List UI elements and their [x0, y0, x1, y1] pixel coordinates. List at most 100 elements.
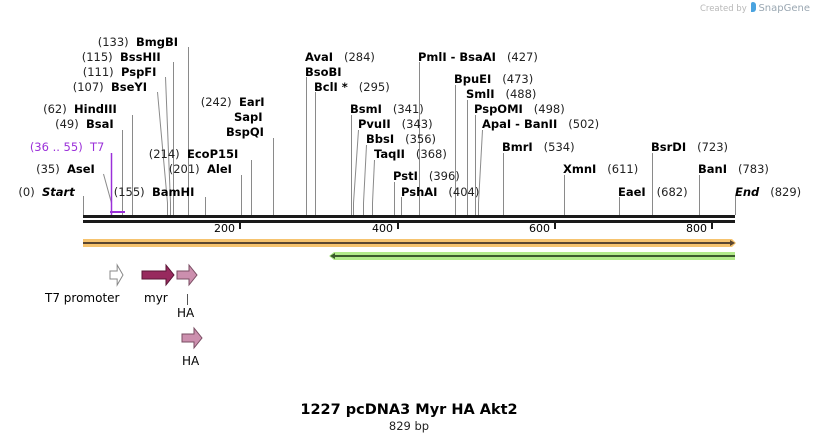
site-position: (611): [607, 162, 639, 176]
site-line: [372, 159, 375, 215]
site-name: End: [735, 185, 760, 199]
axis-tick-label: 200: [214, 222, 235, 235]
site-position: (115): [81, 50, 113, 64]
site-name: BsrDI: [651, 140, 687, 154]
feature-label: HA: [177, 306, 195, 320]
site-name: PshAI: [401, 185, 438, 199]
site-label-start[interactable]: (0) Start: [18, 185, 74, 199]
site-position: (368): [415, 147, 447, 161]
axis-tick: [711, 223, 713, 229]
site-position: (682): [656, 185, 688, 199]
site-position: (396): [428, 169, 460, 183]
site-name: BspQI: [226, 125, 264, 139]
site-position: (427): [506, 50, 538, 64]
site-label-pvuii[interactable]: PvuII (343): [358, 117, 433, 131]
site-name: PspOMI: [474, 102, 523, 116]
site-name: BpuEI: [454, 72, 492, 86]
site-name: HindIII: [74, 102, 117, 116]
site-label-bseyi[interactable]: (107) BseYI: [73, 80, 147, 94]
orange-orf-arrowhead-icon: [730, 240, 735, 246]
site-position: (242): [200, 95, 232, 109]
feature-label: myr: [144, 291, 168, 305]
site-name: BsoBI: [305, 65, 342, 79]
site-name: EcoP15I: [187, 147, 239, 161]
site-label-bani[interactable]: BanI (783): [698, 162, 769, 176]
site-name: BssHII: [120, 50, 161, 64]
axis-tick-label: 600: [529, 222, 550, 235]
site-position: (49): [55, 117, 79, 131]
site-line: [478, 129, 483, 215]
site-label-bspqi[interactable]: BspQI: [226, 125, 264, 139]
site-position: (534): [543, 140, 575, 154]
site-label-bcli-[interactable]: BclI * (295): [314, 80, 390, 94]
site-label-smli[interactable]: SmlI (488): [466, 87, 536, 101]
site-label-pshai[interactable]: PshAI (404): [401, 185, 479, 199]
site-label-eari[interactable]: (242) EarI: [201, 95, 265, 109]
site-position: (295): [358, 80, 390, 94]
site-name: ApaI - BanII: [482, 117, 558, 131]
snapgene-credit: Created by SnapGene: [700, 2, 810, 14]
site-line: [157, 91, 168, 215]
site-name: EarI: [239, 95, 265, 109]
site-position: (107): [72, 80, 104, 94]
site-label-bsobi[interactable]: BsoBI: [305, 65, 342, 79]
sequence-backbone-bottom: [83, 220, 735, 223]
site-label-bmgbi[interactable]: (133) BmgBI: [98, 35, 178, 49]
site-label-taqii[interactable]: TaqII (368): [374, 147, 447, 161]
site-label-end[interactable]: End (829): [735, 185, 801, 199]
site-name: EaeI: [618, 185, 646, 199]
site-position: (155): [113, 185, 145, 199]
green-orf-arrowhead-icon: [330, 253, 335, 259]
site-label-bmri[interactable]: BmrI (534): [502, 140, 575, 154]
site-label-avai[interactable]: AvaI (284): [305, 50, 375, 64]
site-label-hindiii[interactable]: (62) HindIII: [43, 102, 117, 116]
feature-arrow-ha-icon: [181, 326, 203, 350]
map-title: 1227 pcDNA3 Myr HA Akt2: [300, 402, 518, 418]
site-label-bsai[interactable]: (49) BsaI: [55, 117, 114, 131]
site-name: AseI: [67, 162, 95, 176]
axis-tick-label: 800: [686, 222, 707, 235]
site-position: (341): [392, 102, 424, 116]
snapgene-logo-icon: [751, 2, 757, 12]
site-line: [103, 173, 112, 215]
site-label-pspomi[interactable]: PspOMI (498): [474, 102, 565, 116]
site-label-bamhi[interactable]: (155) BamHI: [114, 185, 195, 199]
sequence-length: 829 bp: [388, 419, 430, 433]
site-label-apai-banii[interactable]: ApaI - BanII (502): [482, 117, 599, 131]
site-label-xmni[interactable]: XmnI (611): [563, 162, 638, 176]
site-name: BsmI: [350, 102, 382, 116]
site-name: BanI: [698, 162, 727, 176]
site-name: PspFI: [121, 65, 157, 79]
site-label-bpuei[interactable]: BpuEI (473): [454, 72, 533, 86]
site-label-alei[interactable]: (201) AleI: [169, 162, 232, 176]
site-label-psti[interactable]: PstI (396): [393, 169, 460, 183]
site-name: BsaI: [86, 117, 114, 131]
axis-tick-label: 400: [372, 222, 393, 235]
site-label-bsmi[interactable]: BsmI (341): [350, 102, 424, 116]
feature-arrow-t7-promoter-icon: [109, 263, 124, 287]
site-label-pspfi[interactable]: (111) PspFI: [83, 65, 157, 79]
site-label-sapi[interactable]: SapI: [234, 110, 263, 124]
site-position: (498): [533, 102, 565, 116]
site-position: (356): [405, 132, 437, 146]
site-position: (111): [82, 65, 114, 79]
site-name: PmlI - BsaAI: [418, 50, 496, 64]
site-label-pmli-bsaai[interactable]: PmlI - BsaAI (427): [418, 50, 538, 64]
site-label-bsrdi[interactable]: BsrDI (723): [651, 140, 728, 154]
site-label-ecop15i[interactable]: (214) EcoP15I: [149, 147, 239, 161]
site-label-eaei[interactable]: EaeI (682): [618, 185, 688, 199]
credit-prefix: Created by: [699, 4, 747, 14]
site-label-bsshii[interactable]: (115) BssHII: [82, 50, 161, 64]
axis-tick: [554, 223, 556, 229]
site-name: BseYI: [111, 80, 148, 94]
site-label-bbsi[interactable]: BbsI (356): [366, 132, 436, 146]
site-name: SmlI: [466, 87, 495, 101]
site-label-asei[interactable]: (35) AseI: [36, 162, 95, 176]
site-label-t7[interactable]: (36 .. 55) T7: [30, 140, 105, 154]
site-position: (284): [344, 50, 375, 64]
site-name: BclI *: [314, 80, 348, 94]
site-position: (488): [505, 87, 537, 101]
site-position: (502): [568, 117, 600, 131]
